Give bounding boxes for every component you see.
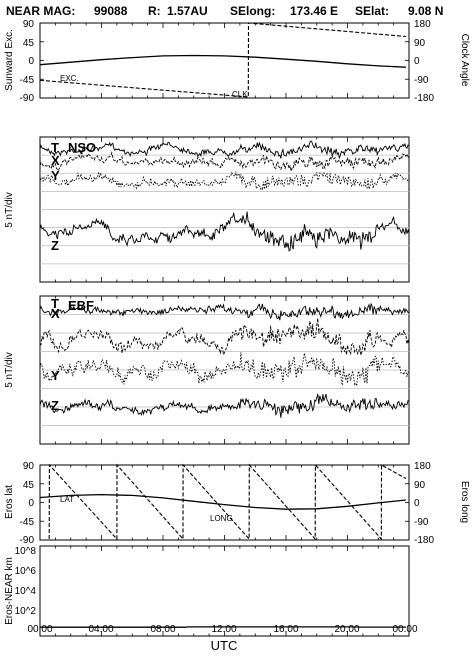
p3-trace-label: X [51,306,60,321]
x-tick-label: 00:00 [27,624,52,635]
p4-ylabel-right: Eros long [459,481,470,523]
header-mission: NEAR MAG: [6,4,75,18]
x-tick-label: 00:00 [392,624,417,635]
p5-ytick: 10^4 [15,586,37,597]
p1-annotation-exc: EXC. [60,74,79,83]
x-tick-label: 16:00 [273,624,298,635]
header-selong-label: SElong: [230,4,275,18]
p3-ylabel: 5 nT/div [4,352,15,388]
series-layer [39,22,410,628]
x-axis-label: UTC [211,638,238,653]
p1-ytick-left: -90 [20,93,35,104]
p1-ytick-left: 45 [23,38,35,49]
p1-annotation-clk: CLK [232,90,248,99]
series-line-long [48,463,407,541]
p2-ylabel: 5 nT/div [4,192,15,228]
nso-trace-x [39,151,410,172]
p1-ytick-right: 90 [414,38,426,49]
p5-ytick: 10^6 [15,566,37,577]
p1-ytick-right: -90 [414,75,429,86]
p3-trace-label: T [51,296,59,311]
p4-ytick-right: 90 [414,480,426,491]
p4-ytick-right: 180 [414,461,431,472]
p5-ytick: 10^2 [15,606,37,617]
p2-panel-label: NSO [68,140,96,155]
ebf-trace-t [39,303,410,321]
p2-trace-label: X [51,153,60,168]
p4-ytick-left: 0 [28,498,34,509]
x-tick-label: 12:00 [211,624,236,635]
tick-layer [39,22,410,636]
p1-ytick-left: -45 [20,75,35,86]
series-line-clk [39,22,406,98]
p4-ytick-right: 0 [414,498,420,509]
ebf-trace-x [39,318,410,357]
p2-trace-label: Z [51,238,59,253]
p3-trace-label: Z [51,398,59,413]
nso-trace-t [39,140,410,160]
header-selat-value: 9.08 N [408,4,443,18]
p4-annotation-lat: LAT [60,495,74,504]
header-selat-label: SElat: [355,4,389,18]
p1-ylabel-left: Sunward Exc. [4,29,15,91]
x-tick-label: 08:00 [150,624,175,635]
header-day: 99088 [94,4,128,18]
p3-panel-label: EBF [68,298,94,313]
x-tick-label: 20:00 [334,624,359,635]
p2-trace-label: Y [51,168,60,183]
header-r-label: R: [148,4,161,18]
p4-ytick-left: 45 [23,480,35,491]
header-selong-value: 173.46 E [290,4,338,18]
ebf-trace-y [39,352,410,387]
ebf-trace-z [39,393,410,418]
nso-trace-z [39,211,410,252]
p5-ytick: 10^8 [15,546,37,557]
panel-distance-frame [39,545,410,637]
header-r-value: 1.57AU [167,4,208,18]
panel-eros-frame [39,464,410,541]
p1-ytick-left: 90 [23,19,35,30]
p1-ytick-left: 0 [28,56,34,67]
grid-layer [40,154,409,426]
p4-ytick-left: 90 [23,461,35,472]
p1-ytick-right: 0 [414,56,420,67]
series-line-exc [39,54,406,68]
p5-ylabel: Eros-NEAR km [4,557,15,625]
x-tick-label: 04:00 [88,624,113,635]
p4-ylabel-left: Eros lat [4,485,15,519]
p2-trace-label: T [51,140,59,155]
nso-trace-y [39,171,410,191]
p4-ytick-left: -45 [20,517,35,528]
p1-ylabel-right: Clock Angle [459,34,470,87]
series-line-lat [39,493,406,510]
p1-ytick-right: -180 [414,93,434,104]
p1-ytick-right: 180 [414,19,431,30]
p4-annotation-long: LONG [210,514,233,523]
p3-trace-label: Y [51,368,60,383]
p4-ytick-left: -90 [20,535,35,546]
p4-ytick-right: -180 [414,535,434,546]
p4-ytick-right: -90 [414,517,429,528]
